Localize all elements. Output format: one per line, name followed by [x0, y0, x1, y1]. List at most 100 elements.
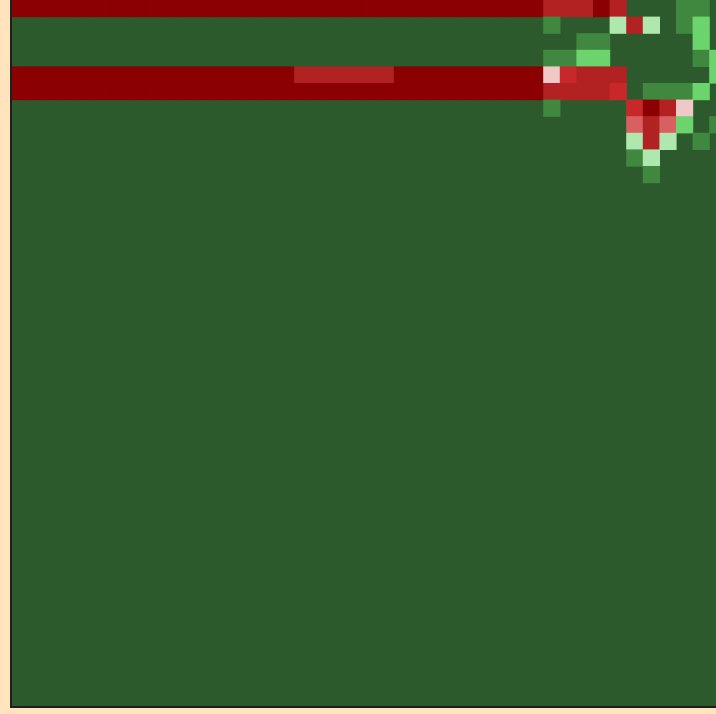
heatmap-cell [427, 0, 445, 18]
heatmap-cell [28, 0, 46, 18]
heatmap-cell [443, 0, 461, 18]
heatmap-cell [161, 83, 179, 101]
heatmap-cell [642, 83, 660, 101]
heatmap-cell [244, 66, 262, 84]
heatmap-cell [543, 66, 561, 84]
heatmap-cell [626, 99, 644, 117]
heatmap-cell [61, 0, 79, 18]
heatmap-cell [427, 83, 445, 101]
heatmap-cell [709, 66, 716, 84]
heatmap-cell [626, 149, 644, 167]
heatmap-background [12, 0, 716, 706]
heatmap-cell [543, 99, 561, 117]
heatmap-cell [28, 83, 46, 101]
heatmap-cell [510, 66, 528, 84]
heatmap-cell [709, 49, 716, 67]
heatmap-cell [576, 66, 594, 84]
heatmap-cell [277, 0, 295, 18]
heatmap-cell [410, 0, 428, 18]
heatmap-cell [559, 83, 577, 101]
heatmap-cell [178, 0, 196, 18]
heatmap-cell [310, 66, 328, 84]
heatmap-svg [12, 0, 716, 706]
heatmap-cell [78, 66, 96, 84]
heatmap-cell [593, 0, 611, 18]
heatmap-cell [360, 66, 378, 84]
heatmap-cell [559, 49, 577, 67]
heatmap-cell [161, 66, 179, 84]
heatmap-cell [676, 0, 694, 18]
heatmap-cell [576, 33, 594, 51]
heatmap-cell [244, 0, 262, 18]
heatmap-cell [410, 66, 428, 84]
heatmap-cell [493, 83, 511, 101]
heatmap-cell [460, 0, 478, 18]
heatmap-cell [393, 83, 411, 101]
heatmap-cell [709, 116, 716, 134]
heatmap-cell [377, 0, 395, 18]
heatmap-cell [178, 83, 196, 101]
heatmap-cell [427, 66, 445, 84]
heatmap-cell [476, 83, 494, 101]
heatmap-cell [277, 83, 295, 101]
heatmap-cell [626, 116, 644, 134]
heatmap-cell [576, 49, 594, 67]
heatmap-cell [659, 132, 677, 150]
heatmap-cell [194, 0, 212, 18]
heatmap-cells [12, 0, 716, 184]
heatmap-cell [178, 66, 196, 84]
heatmap-cell [593, 49, 611, 67]
heatmap-cell [244, 83, 262, 101]
heatmap-cell [95, 83, 113, 101]
heatmap-cell [12, 0, 30, 18]
heatmap-cell [692, 0, 710, 18]
heatmap-cell [294, 0, 312, 18]
heatmap-cell [211, 66, 229, 84]
heatmap-cell [45, 83, 63, 101]
heatmap-cell [543, 83, 561, 101]
heatmap-cell [327, 0, 345, 18]
heatmap-cell [642, 116, 660, 134]
heatmap-cell [78, 83, 96, 101]
heatmap-cell [344, 66, 362, 84]
heatmap-cell [493, 66, 511, 84]
heatmap-cell [460, 66, 478, 84]
heatmap-cell [377, 66, 395, 84]
heatmap-cell [659, 83, 677, 101]
heatmap-cell [45, 66, 63, 84]
heatmap-cell [676, 116, 694, 134]
heatmap-cell [676, 83, 694, 101]
heatmap-cell [144, 66, 162, 84]
heatmap-cell [128, 0, 146, 18]
heatmap-cell [327, 83, 345, 101]
heatmap-cell [95, 66, 113, 84]
heatmap-cell [576, 83, 594, 101]
heatmap-cell [211, 0, 229, 18]
heatmap-cell [593, 66, 611, 84]
heatmap-cell [576, 0, 594, 18]
heatmap-cell [692, 83, 710, 101]
heatmap-cell [310, 83, 328, 101]
heatmap-cell [510, 0, 528, 18]
heatmap-cell [510, 83, 528, 101]
heatmap-cell [377, 83, 395, 101]
heatmap-cell [161, 0, 179, 18]
heatmap-cell [593, 83, 611, 101]
heatmap-cell [526, 66, 544, 84]
heatmap-cell [211, 83, 229, 101]
heatmap-cell [609, 16, 627, 34]
heatmap-cell [593, 33, 611, 51]
heatmap-cell [476, 66, 494, 84]
heatmap-cell [692, 33, 710, 51]
heatmap-cell [692, 132, 710, 150]
heatmap-cell [443, 66, 461, 84]
heatmap-panel [10, 0, 716, 708]
heatmap-cell [526, 83, 544, 101]
heatmap-cell [327, 66, 345, 84]
heatmap-cell [609, 66, 627, 84]
heatmap-cell [460, 83, 478, 101]
heatmap-cell [61, 83, 79, 101]
heatmap-cell [310, 0, 328, 18]
heatmap-cell [111, 0, 129, 18]
heatmap-cell [261, 83, 279, 101]
